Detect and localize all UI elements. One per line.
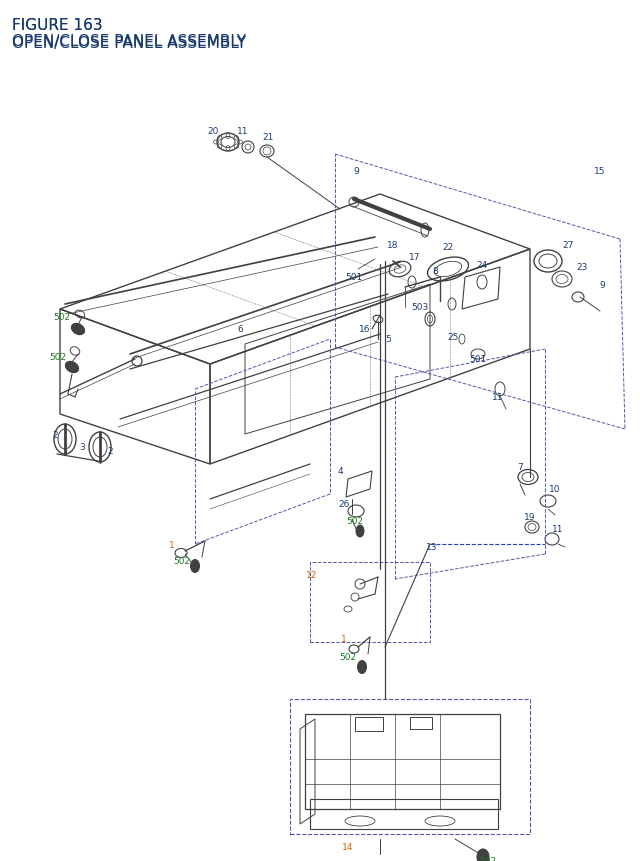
Ellipse shape [358, 660, 367, 673]
Text: 5: 5 [385, 335, 391, 344]
Text: FIGURE 163: FIGURE 163 [12, 18, 102, 33]
Text: 502: 502 [479, 857, 497, 861]
Text: 17: 17 [409, 253, 420, 263]
Text: 6: 6 [237, 325, 243, 334]
Text: 9: 9 [599, 280, 605, 289]
Text: 14: 14 [342, 843, 354, 852]
Text: 13: 13 [426, 543, 438, 552]
Text: 3: 3 [79, 443, 85, 452]
Text: OPEN/CLOSE PANEL ASSEMBLY: OPEN/CLOSE PANEL ASSEMBLY [12, 34, 246, 49]
Text: 11: 11 [552, 525, 564, 534]
Ellipse shape [477, 849, 489, 861]
Text: 16: 16 [359, 325, 371, 334]
Text: 19: 19 [524, 513, 536, 522]
Text: 11: 11 [492, 393, 504, 402]
Text: 502: 502 [346, 517, 364, 526]
Text: 8: 8 [432, 267, 438, 276]
Text: 10: 10 [549, 485, 561, 494]
Text: 22: 22 [442, 243, 454, 252]
Text: 25: 25 [447, 333, 459, 342]
Bar [410, 717, 432, 729]
Ellipse shape [191, 560, 200, 573]
Text: 501: 501 [469, 355, 486, 364]
Bar [355, 717, 383, 731]
Text: FIGURE 163: FIGURE 163 [12, 18, 102, 33]
Ellipse shape [72, 324, 84, 335]
Text: 1: 1 [341, 635, 347, 644]
Text: 20: 20 [207, 127, 219, 136]
Text: OPEN/CLOSE PANEL ASSEMBLY: OPEN/CLOSE PANEL ASSEMBLY [12, 36, 246, 51]
Text: 503: 503 [412, 303, 429, 313]
Text: 502: 502 [49, 353, 67, 362]
Text: 15: 15 [595, 167, 605, 177]
Text: 502: 502 [339, 653, 356, 662]
Ellipse shape [65, 362, 79, 373]
Text: 7: 7 [517, 463, 523, 472]
Text: 502: 502 [173, 557, 191, 566]
Text: 1: 1 [169, 540, 175, 548]
Text: 26: 26 [339, 500, 349, 509]
Text: 501: 501 [346, 273, 363, 282]
Bar [290, 699, 530, 834]
Text: 21: 21 [262, 133, 274, 141]
Text: 2: 2 [107, 447, 113, 456]
Text: 24: 24 [476, 260, 488, 269]
Text: 12: 12 [307, 570, 317, 579]
Text: 4: 4 [337, 467, 343, 476]
Text: 11: 11 [237, 127, 249, 136]
Text: 502: 502 [53, 313, 70, 322]
Text: 27: 27 [563, 240, 573, 249]
Text: 9: 9 [353, 167, 359, 177]
Text: 2: 2 [52, 430, 58, 439]
Bar [310, 562, 430, 642]
Text: 18: 18 [387, 240, 399, 249]
Ellipse shape [356, 525, 364, 537]
Text: 23: 23 [576, 263, 588, 272]
